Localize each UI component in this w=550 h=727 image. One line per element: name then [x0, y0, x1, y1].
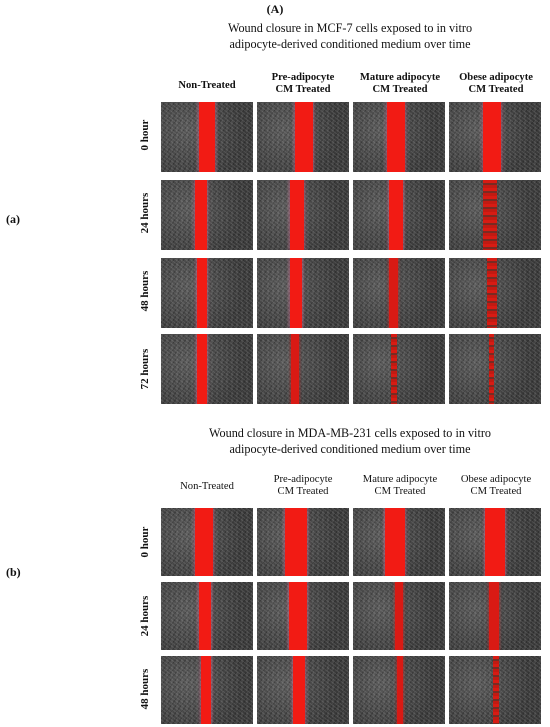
micrograph-a-r2-c3 [353, 180, 445, 250]
micrograph-a-r3-c1 [161, 258, 253, 328]
panel-a-row-header-1: 0 hour [139, 119, 151, 151]
panel-a-row-header-4: 72 hours [139, 348, 151, 390]
micrograph-a-r2-c4 [449, 180, 541, 250]
micrograph-a-r3-c2 [257, 258, 349, 328]
panel-a-title-line1: Wound closure in MCF-7 cells exposed to … [227, 21, 473, 35]
col-header-line1: Non-Treated [180, 481, 234, 492]
micrograph-b-r2-c1 [161, 582, 253, 650]
micrograph-b-r3-c3 [353, 656, 445, 724]
col-header-line2: CM Treated [468, 84, 524, 95]
micrograph-a-r1-c1 [161, 102, 253, 172]
panel-b-row-header-2: 24 hours [139, 595, 151, 637]
panel-a-col-header-4: Obese adipocyte CM Treated [448, 72, 544, 96]
col-header-line1: Mature adipocyte [359, 72, 441, 83]
col-header-line1: Pre-adipocyte [273, 474, 333, 485]
micrograph-a-r1-c3 [353, 102, 445, 172]
micrograph-b-r2-c4 [449, 582, 541, 650]
micrograph-b-r3-c4 [449, 656, 541, 724]
col-header-line2: CM Treated [372, 84, 428, 95]
panel-b-title-line2: adipocyte-derived conditioned medium ove… [229, 442, 471, 456]
col-header-line2: CM Treated [470, 486, 522, 497]
panel-label-A: (A) [266, 2, 284, 16]
side-label-a: (a) [6, 212, 20, 226]
col-header-line1: Obese adipocyte [459, 72, 533, 83]
panel-b-col-header-3: Mature adipocyte CM Treated [352, 474, 448, 498]
panel-b-col-header-2: Pre-adipocyte CM Treated [255, 474, 351, 498]
side-label-b: (b) [6, 565, 21, 579]
micrograph-a-r1-c4 [449, 102, 541, 172]
micrograph-b-r1-c4 [449, 508, 541, 576]
panel-b-col-header-1: Non-Treated [160, 481, 254, 493]
panel-b-title: Wound closure in MDA-MB-231 cells expose… [150, 425, 550, 457]
panel-b-row-header-1: 0 hour [139, 526, 151, 558]
panel-b-col-header-4: Obese adipocyte CM Treated [448, 474, 544, 498]
micrograph-b-r1-c2 [257, 508, 349, 576]
micrograph-a-r4-c3 [353, 334, 445, 404]
panel-a-title: Wound closure in MCF-7 cells exposed to … [150, 20, 550, 52]
micrograph-b-r2-c2 [257, 582, 349, 650]
panel-b-row-header-3: 48 hours [139, 668, 151, 710]
micrograph-b-r2-c3 [353, 582, 445, 650]
micrograph-b-r1-c1 [161, 508, 253, 576]
panel-a-row-header-2: 24 hours [139, 192, 151, 234]
col-header-line2: CM Treated [374, 486, 426, 497]
micrograph-a-r2-c1 [161, 180, 253, 250]
col-header-line1: Mature adipocyte [362, 474, 438, 485]
micrograph-a-r4-c4 [449, 334, 541, 404]
col-header-line2: CM Treated [277, 486, 329, 497]
faint-artifact [0, 212, 130, 362]
micrograph-a-r3-c3 [353, 258, 445, 328]
col-header-line1: Non-Treated [178, 80, 236, 91]
micrograph-a-r4-c2 [257, 334, 349, 404]
panel-a-col-header-2: Pre-adipocyte CM Treated [255, 72, 351, 96]
micrograph-a-r1-c2 [257, 102, 349, 172]
micrograph-a-r2-c2 [257, 180, 349, 250]
col-header-line1: Obese adipocyte [460, 474, 532, 485]
micrograph-a-r3-c4 [449, 258, 541, 328]
panel-a-col-header-3: Mature adipocyte CM Treated [352, 72, 448, 96]
panel-a-col-header-1: Non-Treated [160, 80, 254, 92]
col-header-line1: Pre-adipocyte [271, 72, 335, 83]
micrograph-b-r1-c3 [353, 508, 445, 576]
panel-b-title-line1: Wound closure in MDA-MB-231 cells expose… [208, 426, 491, 440]
micrograph-a-r4-c1 [161, 334, 253, 404]
panel-a-row-header-3: 48 hours [139, 270, 151, 312]
col-header-line2: CM Treated [275, 84, 331, 95]
micrograph-b-r3-c1 [161, 656, 253, 724]
micrograph-b-r3-c2 [257, 656, 349, 724]
panel-a-title-line2: adipocyte-derived conditioned medium ove… [229, 37, 471, 51]
